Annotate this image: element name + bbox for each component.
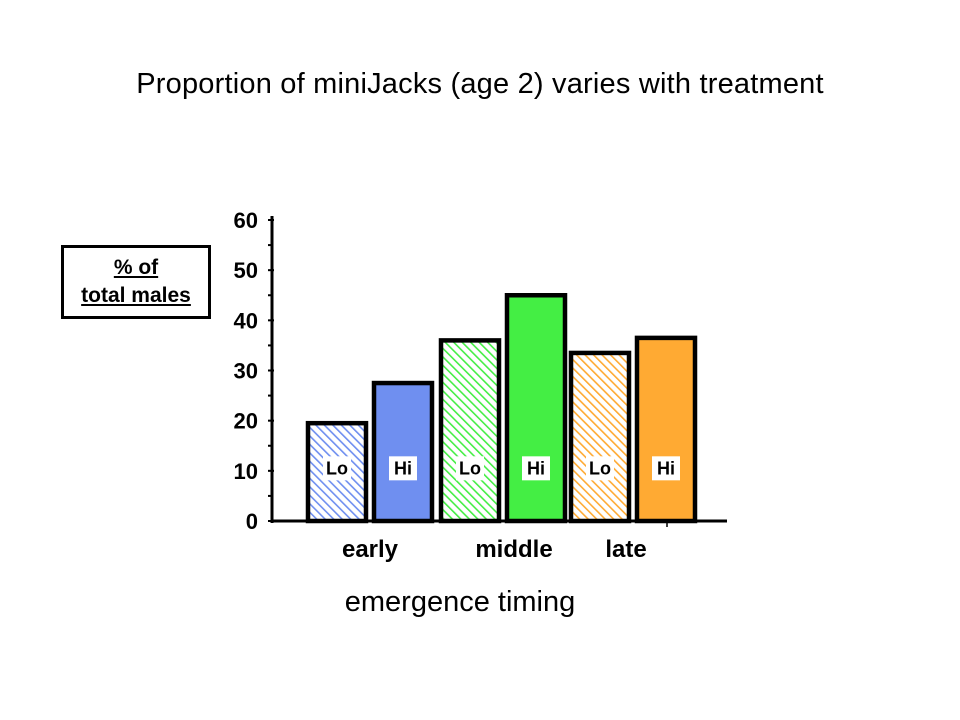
bar-label-early-hi: Hi <box>394 458 412 478</box>
labels-layer: Lo Hi Lo Hi Lo Hi <box>323 456 680 481</box>
y-tick-label: 30 <box>234 359 258 384</box>
bar-label-bg <box>456 456 484 481</box>
bar-label-bg <box>522 456 550 481</box>
y-axis-label-line1: % of <box>113 256 159 279</box>
bar-label-middle-lo: Lo <box>459 458 481 478</box>
bar-early-hi <box>371 380 435 524</box>
bars-layer <box>305 293 698 524</box>
bar-label-bg <box>652 456 680 481</box>
bar-middle-lo <box>438 338 502 524</box>
bar-middle-hi <box>504 293 568 524</box>
bar-late-hi <box>634 335 698 524</box>
y-tick-label: 10 <box>234 459 258 484</box>
category-label-late: late <box>605 536 646 563</box>
category-label-early: early <box>342 536 399 563</box>
bar-label-middle-hi: Hi <box>527 458 545 478</box>
bar-label-late-lo: Lo <box>589 458 611 478</box>
bar-label-bg <box>586 456 614 481</box>
y-tick-label: 20 <box>234 409 258 434</box>
bar-label-bg <box>389 456 417 481</box>
bar-label-late-hi: Hi <box>657 458 675 478</box>
bar-late-lo <box>568 350 632 524</box>
y-tick-label: 0 <box>246 509 258 534</box>
category-label-middle: middle <box>475 536 552 563</box>
y-axis-label-box: % of total males <box>61 245 211 319</box>
y-tick-label: 50 <box>234 258 258 283</box>
axis-layer: 0 10 20 30 40 50 60 early middle late <box>234 208 727 563</box>
y-tick-label: 60 <box>234 208 258 233</box>
y-tick-label: 40 <box>234 308 258 333</box>
bar-label-bg <box>323 456 351 481</box>
x-axis-label: emergence timing <box>344 586 576 618</box>
y-axis-label-line2: total males <box>81 284 191 307</box>
bar-label-early-lo: Lo <box>326 458 348 478</box>
chart-title: Proportion of miniJacks (age 2) varies w… <box>136 68 824 100</box>
